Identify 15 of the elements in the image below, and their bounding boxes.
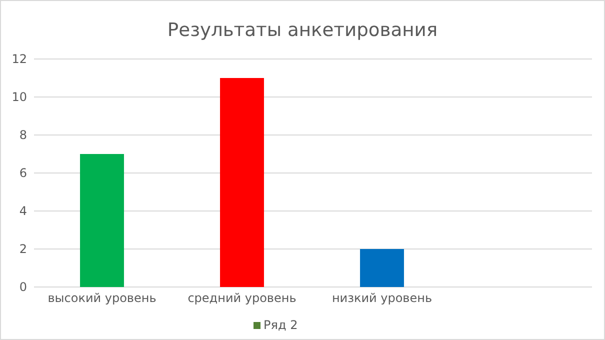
y-tick-label: 10	[12, 90, 27, 104]
y-tick-label: 8	[19, 128, 27, 142]
bar	[220, 78, 264, 287]
y-tick-label: 0	[19, 280, 27, 294]
chart-title: Результаты анкетирования	[167, 20, 438, 41]
x-tick-label: средний уровень	[188, 291, 296, 305]
y-tick-label: 4	[19, 204, 27, 218]
x-tick-label: низкий уровень	[332, 291, 432, 305]
bar	[360, 249, 404, 287]
text: Ряд 2	[264, 318, 298, 332]
bar	[80, 154, 124, 287]
y-tick-label: 6	[19, 166, 27, 180]
y-tick-label: 2	[19, 242, 27, 256]
y-tick-label: 12	[12, 52, 27, 66]
x-tick-label: высокий уровень	[48, 291, 156, 305]
